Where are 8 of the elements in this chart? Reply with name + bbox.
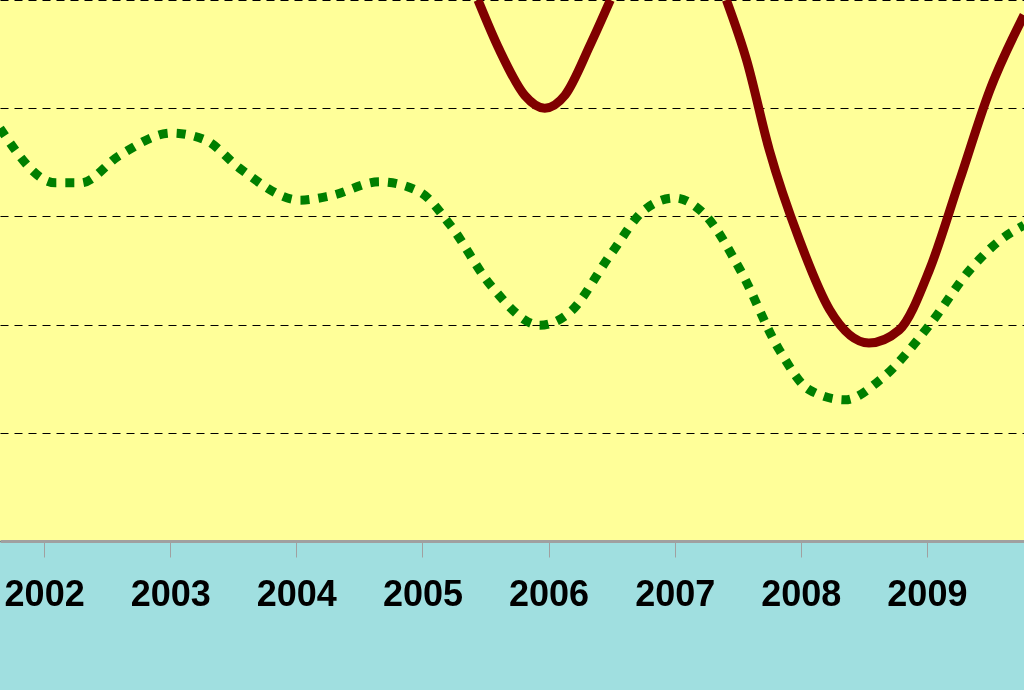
x-tick-label: 2008 <box>761 572 842 614</box>
x-tick-label: 2005 <box>382 572 464 614</box>
x-tick-label: 2002 <box>4 572 85 614</box>
x-tick-label: 2006 <box>509 572 590 614</box>
x-tick-label: 2007 <box>635 572 716 614</box>
x-tick-label: 2003 <box>130 572 211 614</box>
x-tick-label: 2004 <box>256 572 337 614</box>
x-tick-label: 2009 <box>887 572 968 614</box>
